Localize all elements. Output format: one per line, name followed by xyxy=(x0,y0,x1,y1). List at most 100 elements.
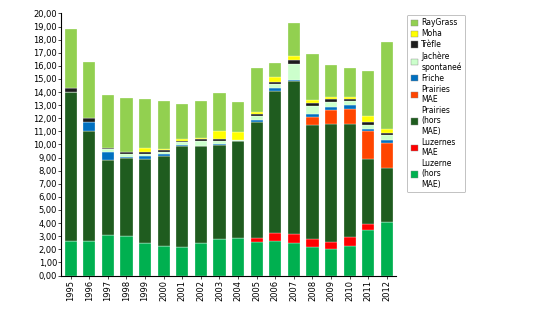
Bar xyxy=(325,102,337,107)
Bar xyxy=(288,243,300,276)
Bar xyxy=(157,154,170,156)
Bar xyxy=(65,29,77,88)
Bar xyxy=(362,71,374,116)
Bar xyxy=(381,135,393,140)
Bar xyxy=(83,62,95,118)
Bar xyxy=(65,92,77,241)
Bar xyxy=(121,158,133,236)
Bar xyxy=(381,168,393,222)
Bar xyxy=(195,243,207,276)
Bar xyxy=(195,138,207,139)
Bar xyxy=(195,101,207,138)
Bar xyxy=(270,82,281,84)
Bar xyxy=(232,132,244,140)
Bar xyxy=(102,149,114,152)
Bar xyxy=(362,159,374,224)
Bar xyxy=(139,154,151,156)
Bar xyxy=(344,99,356,101)
Bar xyxy=(381,129,393,133)
Bar xyxy=(270,62,281,77)
Bar xyxy=(139,243,151,276)
Bar xyxy=(176,104,188,139)
Bar xyxy=(157,156,170,246)
Bar xyxy=(306,102,319,106)
Bar xyxy=(65,241,77,276)
Bar xyxy=(325,65,337,97)
Bar xyxy=(270,91,281,233)
Bar xyxy=(288,234,300,243)
Bar xyxy=(325,107,337,111)
Bar xyxy=(213,240,225,276)
Bar xyxy=(381,42,393,129)
Bar xyxy=(176,139,188,140)
Bar xyxy=(139,149,151,152)
Bar xyxy=(139,99,151,149)
Bar xyxy=(102,160,114,235)
Bar xyxy=(362,122,374,125)
Bar xyxy=(344,101,356,105)
Bar xyxy=(288,81,300,234)
Bar xyxy=(325,111,337,124)
Bar xyxy=(83,118,95,122)
Bar xyxy=(306,54,319,100)
Bar xyxy=(121,98,133,152)
Bar xyxy=(83,122,95,131)
Bar xyxy=(157,246,170,276)
Bar xyxy=(139,156,151,159)
Bar xyxy=(213,131,225,139)
Bar xyxy=(288,56,300,60)
Bar xyxy=(251,122,263,238)
Bar xyxy=(121,152,133,154)
Bar xyxy=(306,239,319,247)
Bar xyxy=(270,88,281,91)
Bar xyxy=(325,242,337,249)
Bar xyxy=(213,140,225,144)
Bar xyxy=(195,146,207,243)
Bar xyxy=(251,242,263,276)
Bar xyxy=(176,142,188,145)
Bar xyxy=(251,112,263,114)
Bar xyxy=(362,129,374,131)
Bar xyxy=(270,77,281,82)
Bar xyxy=(306,100,319,102)
Bar xyxy=(344,97,356,99)
Bar xyxy=(325,97,337,99)
Bar xyxy=(176,140,188,142)
Bar xyxy=(213,144,225,145)
Bar xyxy=(381,143,393,168)
Bar xyxy=(325,99,337,102)
Bar xyxy=(306,114,319,117)
Bar xyxy=(288,23,300,56)
Bar xyxy=(232,140,244,141)
Bar xyxy=(270,84,281,88)
Bar xyxy=(139,159,151,243)
Bar xyxy=(232,238,244,276)
Bar xyxy=(65,88,77,92)
Bar xyxy=(362,224,374,230)
Bar xyxy=(251,114,263,116)
Bar xyxy=(344,105,356,109)
Bar xyxy=(270,233,281,242)
Bar xyxy=(102,152,114,160)
Bar xyxy=(362,125,374,129)
Bar xyxy=(251,68,263,112)
Bar xyxy=(344,246,356,276)
Bar xyxy=(344,69,356,97)
Bar xyxy=(176,146,188,247)
Bar xyxy=(83,241,95,276)
Bar xyxy=(251,116,263,120)
Bar xyxy=(288,80,300,81)
Bar xyxy=(306,125,319,239)
Bar xyxy=(121,154,133,157)
Bar xyxy=(157,101,170,149)
Bar xyxy=(232,141,244,238)
Bar xyxy=(344,237,356,246)
Bar xyxy=(139,152,151,154)
Bar xyxy=(157,152,170,154)
Bar xyxy=(362,230,374,276)
Bar xyxy=(344,124,356,237)
Legend: RayGrass, Moha, Trèfle, Jachère
spontaneé, Friche, Prairies
MAE, Prairies
(hors
: RayGrass, Moha, Trèfle, Jachère spontane… xyxy=(407,15,465,193)
Bar xyxy=(121,236,133,276)
Bar xyxy=(213,139,225,140)
Bar xyxy=(270,242,281,276)
